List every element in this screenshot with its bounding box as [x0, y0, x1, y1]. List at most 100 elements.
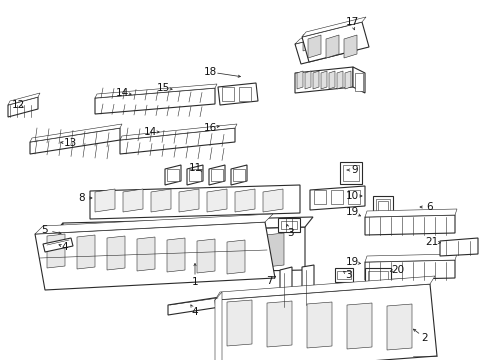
Polygon shape	[364, 268, 390, 288]
Text: 2: 2	[421, 333, 427, 343]
Polygon shape	[95, 189, 115, 212]
Polygon shape	[232, 169, 244, 181]
Polygon shape	[8, 93, 40, 105]
Polygon shape	[303, 31, 313, 51]
Text: 15: 15	[156, 83, 169, 93]
Text: 10: 10	[345, 191, 358, 201]
Polygon shape	[151, 189, 171, 212]
Text: 11: 11	[188, 163, 201, 173]
Polygon shape	[218, 83, 258, 105]
Polygon shape	[215, 292, 222, 360]
Polygon shape	[313, 190, 325, 204]
Polygon shape	[312, 71, 318, 89]
Polygon shape	[364, 215, 454, 235]
Polygon shape	[367, 271, 387, 285]
Polygon shape	[375, 199, 389, 213]
Polygon shape	[210, 169, 223, 181]
Polygon shape	[328, 71, 334, 89]
Polygon shape	[164, 165, 181, 185]
Polygon shape	[307, 35, 320, 58]
Polygon shape	[222, 87, 234, 101]
Polygon shape	[167, 169, 179, 181]
Polygon shape	[55, 227, 305, 275]
Polygon shape	[302, 22, 368, 62]
Polygon shape	[92, 233, 110, 267]
Polygon shape	[294, 67, 352, 93]
Polygon shape	[306, 302, 331, 348]
Polygon shape	[107, 236, 125, 270]
Polygon shape	[346, 303, 371, 349]
Polygon shape	[226, 300, 251, 346]
Text: 17: 17	[345, 17, 358, 27]
Polygon shape	[302, 17, 365, 37]
Polygon shape	[95, 84, 217, 98]
Polygon shape	[265, 233, 284, 267]
Text: 7: 7	[265, 276, 272, 286]
Text: 8: 8	[79, 193, 85, 203]
Polygon shape	[266, 301, 291, 347]
Text: 19: 19	[345, 257, 358, 267]
Polygon shape	[296, 71, 303, 89]
Polygon shape	[280, 305, 313, 317]
Polygon shape	[35, 222, 274, 290]
Polygon shape	[336, 71, 342, 89]
Polygon shape	[339, 162, 361, 184]
Polygon shape	[319, 31, 330, 51]
Text: 16: 16	[203, 123, 216, 133]
Polygon shape	[364, 254, 456, 262]
Polygon shape	[352, 67, 364, 93]
Polygon shape	[280, 267, 291, 310]
Polygon shape	[372, 196, 392, 216]
Polygon shape	[334, 268, 352, 282]
Polygon shape	[239, 87, 250, 101]
Polygon shape	[325, 35, 338, 58]
Polygon shape	[206, 189, 226, 212]
Polygon shape	[8, 97, 38, 117]
Polygon shape	[137, 237, 155, 271]
Polygon shape	[309, 186, 364, 210]
Text: 19: 19	[345, 207, 358, 217]
Polygon shape	[364, 260, 454, 280]
Polygon shape	[377, 201, 387, 211]
Polygon shape	[63, 233, 81, 267]
Text: 3: 3	[344, 270, 350, 280]
Polygon shape	[168, 297, 220, 315]
Polygon shape	[364, 209, 456, 217]
Polygon shape	[77, 235, 95, 269]
Polygon shape	[342, 165, 358, 181]
Text: 21: 21	[425, 237, 438, 247]
Polygon shape	[263, 189, 283, 212]
Polygon shape	[167, 238, 184, 272]
Polygon shape	[47, 234, 65, 268]
Polygon shape	[343, 35, 356, 58]
Text: 14: 14	[143, 127, 156, 137]
Polygon shape	[302, 265, 313, 307]
Polygon shape	[281, 221, 296, 229]
Polygon shape	[179, 233, 197, 267]
Polygon shape	[120, 128, 235, 154]
Text: 6: 6	[426, 202, 432, 212]
Polygon shape	[30, 128, 120, 154]
Polygon shape	[235, 189, 254, 212]
Polygon shape	[237, 233, 254, 267]
Text: 20: 20	[390, 265, 404, 275]
Polygon shape	[186, 165, 203, 185]
Polygon shape	[123, 189, 142, 212]
Polygon shape	[294, 30, 356, 64]
Polygon shape	[30, 124, 122, 142]
Polygon shape	[208, 165, 224, 185]
Text: 1: 1	[191, 277, 198, 287]
Polygon shape	[226, 240, 244, 274]
Text: 4: 4	[61, 242, 68, 252]
Polygon shape	[278, 218, 299, 232]
Polygon shape	[347, 190, 359, 204]
Polygon shape	[121, 233, 139, 267]
Polygon shape	[336, 271, 350, 279]
Polygon shape	[320, 71, 326, 89]
Text: 3: 3	[286, 228, 293, 238]
Text: 13: 13	[63, 138, 77, 148]
Polygon shape	[230, 165, 246, 185]
Text: 18: 18	[203, 67, 216, 77]
Polygon shape	[439, 238, 477, 256]
Polygon shape	[207, 233, 225, 267]
